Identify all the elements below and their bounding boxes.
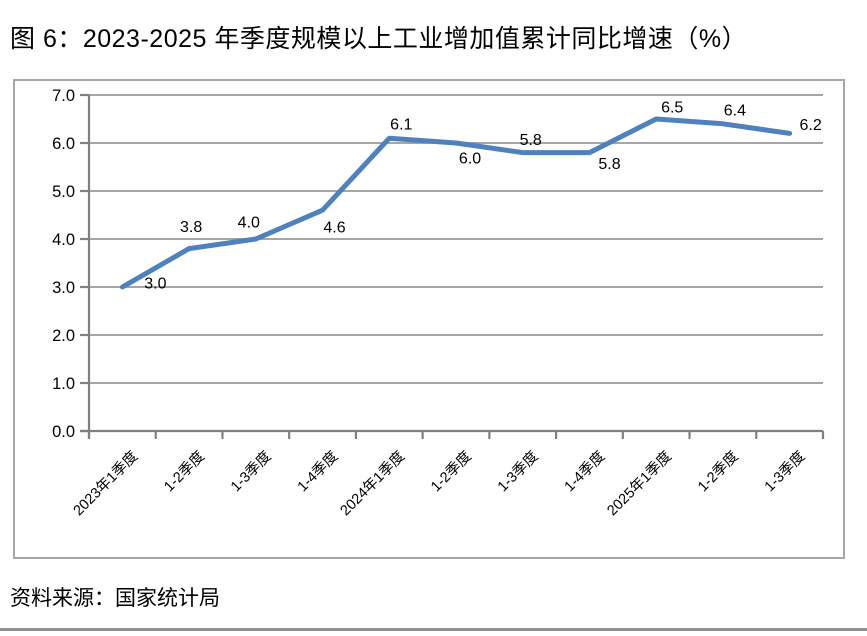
data-label: 6.0	[459, 151, 481, 168]
y-tick-label: 2.0	[52, 327, 75, 345]
data-label: 4.0	[238, 215, 260, 232]
line-chart: 0.0 1.0 2.0 3.0 4.0 5.0 6.0 7.0 2023年1季度 1-2季度 1-3…	[52, 87, 825, 519]
y-tick-label: 1.0	[52, 375, 75, 393]
x-tick-label: 2023年1季度	[70, 448, 141, 519]
data-label: 5.8	[598, 156, 620, 173]
x-tick-label: 1-2季度	[694, 448, 741, 495]
y-tick-label: 6.0	[52, 135, 75, 153]
x-tick-label: 1-3季度	[761, 448, 808, 495]
x-tick-label: 1-4季度	[561, 448, 608, 495]
y-tick-label: 3.0	[52, 279, 75, 297]
figure-title: 图 6：2023-2025 年季度规模以上工业增加值累计同比增速（%）	[10, 25, 748, 53]
data-label: 3.8	[180, 219, 202, 236]
source-note: 资料来源：国家统计局	[10, 587, 220, 610]
x-tick-label: 1-2季度	[427, 448, 474, 495]
x-tick-label: 1-3季度	[227, 448, 274, 495]
x-tick-label: 2024年1季度	[337, 448, 408, 519]
bottom-divider	[0, 628, 867, 631]
y-tick-label: 7.0	[52, 87, 75, 105]
chart-frame: 0.0 1.0 2.0 3.0 4.0 5.0 6.0 7.0 2023年1季度 1-2季度 1-3…	[13, 79, 845, 559]
data-label: 6.1	[390, 117, 412, 134]
data-label: 3.0	[144, 276, 166, 293]
x-tick-label: 1-3季度	[494, 448, 541, 495]
data-label: 6.4	[724, 102, 746, 119]
y-tick-label: 5.0	[52, 183, 75, 201]
data-label: 4.6	[323, 220, 345, 237]
y-tick-label: 4.0	[52, 231, 75, 249]
x-tick-label: 1-4季度	[294, 448, 341, 495]
data-series-line	[119, 116, 793, 290]
y-tick-label: 0.0	[52, 423, 75, 441]
data-label: 6.5	[661, 100, 683, 117]
data-label: 6.2	[799, 117, 821, 134]
data-label: 5.8	[520, 132, 542, 149]
x-tick-label: 1-2季度	[161, 448, 208, 495]
x-tick-label: 2025年1季度	[604, 448, 675, 519]
